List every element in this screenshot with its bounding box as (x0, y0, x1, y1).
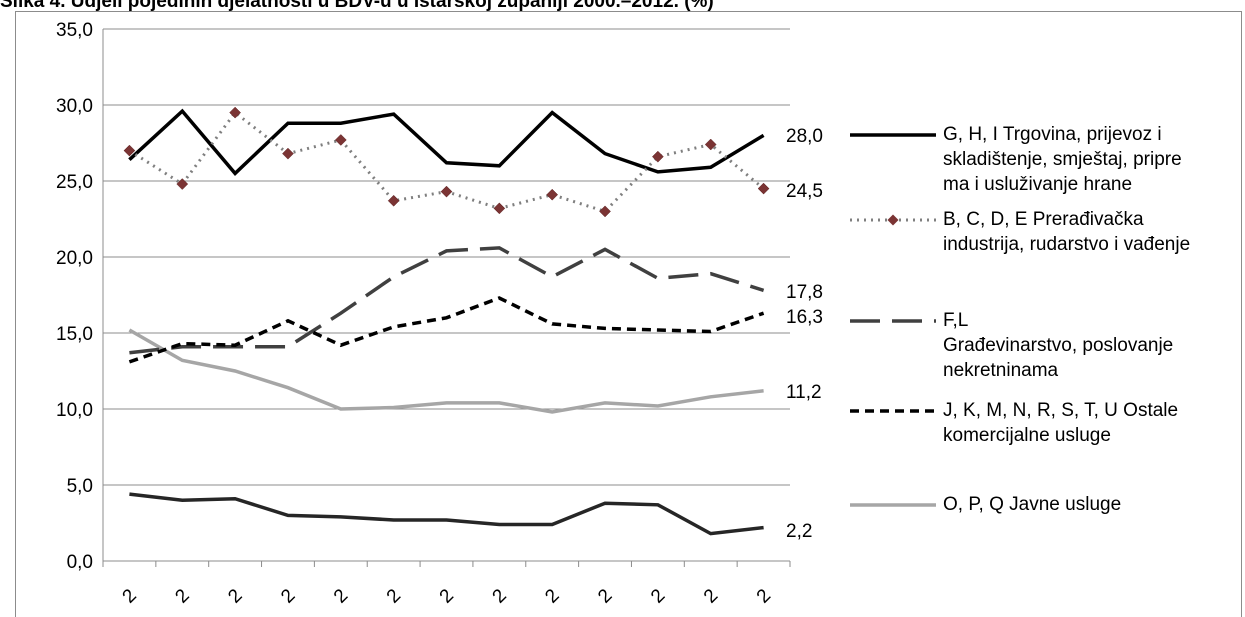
chart-frame (15, 11, 1242, 617)
data-label: 11,2 (786, 382, 822, 403)
data-point (387, 194, 400, 207)
y-tick-label: 25,0 (56, 172, 93, 193)
legend-swatch (850, 133, 936, 137)
y-tick-label: 20,0 (56, 248, 93, 269)
data-point (757, 182, 770, 195)
legend-label-line: F,L (943, 310, 969, 331)
x-tick-label: 2 (436, 585, 458, 607)
legend-label-line: J, K, M, N, R, S, T, U Ostale (943, 400, 1179, 421)
data-point (652, 150, 664, 163)
data-point (123, 144, 136, 157)
legend-label: G, H, I Trgovina, prijevoz i skladištenje… (943, 122, 1243, 197)
legend-label-line: skladištenje, smještaj, pripre (943, 149, 1182, 170)
legend-swatch (850, 319, 936, 323)
y-tick-label: 10,0 (56, 400, 93, 421)
legend-label: F,L Građevinarstvo, poslovanje nekretninam… (943, 308, 1243, 383)
data-point (704, 138, 717, 151)
legend-label: J, K, M, N, R, S, T, U Ostale komercijaln… (943, 398, 1243, 448)
legend-label-line: G, H, I Trgovina, prijevoz i (943, 124, 1162, 145)
x-tick-label: 2 (171, 585, 193, 607)
legend-label: O, P, Q Javne usluge (943, 492, 1243, 517)
series-line (129, 246, 765, 355)
data-point (229, 106, 241, 119)
x-tick-label: 2 (224, 585, 246, 607)
series-line (128, 328, 764, 414)
x-tick-label: 2 (489, 585, 511, 607)
legend-label-line: komercijalne usluge (943, 425, 1111, 446)
legend-label-line: ma i usluživanje hrane (943, 174, 1133, 195)
y-tick-label: 15,0 (56, 324, 93, 345)
data-label: 17,8 (786, 282, 823, 303)
x-tick-label: 2 (383, 585, 405, 607)
x-tick-label: 2 (119, 585, 141, 607)
x-tick-label: 2 (594, 585, 616, 607)
y-tick-label: 35,0 (56, 20, 93, 41)
legend-label-line: O, P, Q Javne usluge (943, 494, 1122, 515)
data-label: 28,0 (786, 126, 823, 147)
data-point (176, 178, 189, 190)
x-tick-label: 2 (753, 585, 775, 607)
x-tick-label: 2 (330, 585, 352, 607)
x-tick-label: 2 (647, 585, 669, 607)
data-label: 2,2 (786, 521, 812, 542)
x-tick-label: 2 (700, 585, 722, 607)
legend-swatch (850, 503, 936, 507)
y-tick-label: 0,0 (67, 552, 93, 573)
chart-title: Slika 4. Udjeli pojedinih djelatnosti u … (0, 0, 714, 12)
series-line (128, 296, 765, 364)
data-point (334, 134, 347, 146)
legend-label-line: Građevinarstvo, poslovanje (943, 335, 1174, 356)
y-tick-label: 30,0 (56, 96, 93, 117)
legend-label-line: nekretninama (943, 360, 1059, 381)
data-point (440, 185, 453, 198)
x-tick-label: 2 (541, 585, 563, 607)
legend-swatch (850, 214, 936, 226)
data-label: 16,3 (786, 307, 823, 328)
legend-marker (887, 214, 899, 226)
legend-label-line: B, C, D, E Prerađivačka (943, 209, 1144, 230)
legend-swatch (850, 409, 936, 413)
series-line (128, 108, 765, 176)
data-label: 24,5 (786, 181, 823, 202)
chart-legend: G, H, I Trgovina, prijevoz i skladištenje… (848, 0, 1240, 617)
data-point (282, 147, 294, 160)
data-point (493, 202, 506, 215)
y-tick-label: 5,0 (67, 476, 93, 497)
legend-label: B, C, D, E Prerađivačka industrija, rudar… (943, 207, 1243, 257)
legend-label-line: industrija, rudarstvo i vađenje (943, 234, 1191, 255)
series-line (129, 492, 764, 536)
data-point (599, 205, 611, 218)
x-tick-label: 2 (277, 585, 299, 607)
data-point (546, 188, 559, 201)
